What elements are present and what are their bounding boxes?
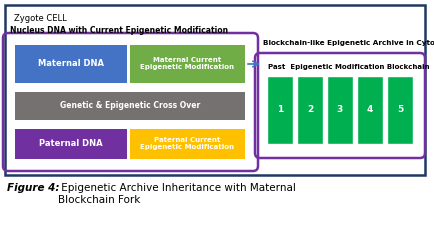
Text: Past  Epigenetic Modification Blockchain: Past Epigenetic Modification Blockchain [267,64,428,70]
Text: 4: 4 [366,106,372,114]
Bar [15,129,127,159]
Bar [130,45,244,83]
Text: 2: 2 [306,106,312,114]
Text: Paternal Current
Epigenetic Modification: Paternal Current Epigenetic Modification [140,137,234,151]
Text: Nucleus DNA with Current Epigenetic Modification: Nucleus DNA with Current Epigenetic Modi… [10,26,227,35]
Bar [130,129,244,159]
Bar [15,45,127,83]
Text: Figure 4:: Figure 4: [7,183,59,193]
Bar [326,76,352,144]
Text: Epigenetic Archive Inheritance with Maternal
Blockchain Fork: Epigenetic Archive Inheritance with Mate… [58,183,295,204]
Text: 3: 3 [336,106,342,114]
Text: 1: 1 [276,106,283,114]
Bar [296,76,322,144]
Text: Zygote CELL: Zygote CELL [14,14,66,23]
Bar [386,76,412,144]
Text: 5: 5 [396,106,402,114]
Text: Blockchain-like Epigenetic Archive in Cytoplasm: Blockchain-like Epigenetic Archive in Cy… [263,40,434,46]
Bar [356,76,382,144]
Text: Maternal Current
Epigenetic Modification: Maternal Current Epigenetic Modification [140,58,234,70]
Text: Paternal DNA: Paternal DNA [39,139,102,149]
Bar [266,76,293,144]
Text: Maternal DNA: Maternal DNA [38,60,104,68]
Bar [15,92,244,120]
Bar [5,5,424,175]
Text: Genetic & Epigenetic Cross Over: Genetic & Epigenetic Cross Over [60,101,200,111]
